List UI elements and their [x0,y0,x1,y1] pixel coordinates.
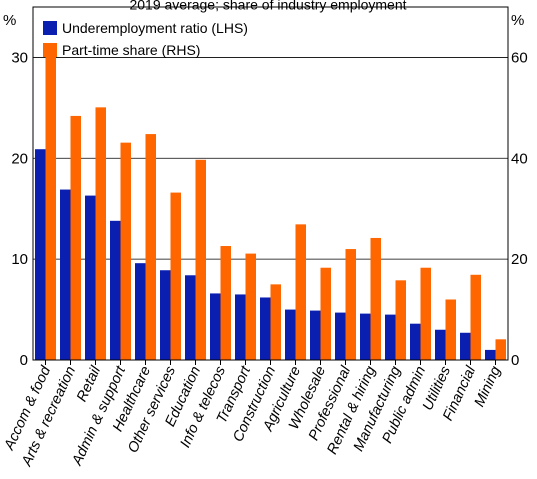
bar-part-time-13 [370,237,381,360]
bar-underemployment-18 [485,349,496,360]
bar-part-time-4 [145,134,156,360]
right-tick-label: 20 [511,251,528,268]
bar-underemployment-16 [435,329,446,360]
bar-underemployment-11 [310,310,321,360]
bar-part-time-9 [270,284,281,360]
bar-part-time-1 [70,115,81,361]
left-tick-label: 0 [20,352,28,369]
bar-part-time-18 [495,339,506,360]
bar-underemployment-4 [135,263,146,360]
bar-underemployment-14 [385,314,396,360]
left-tick-label: 10 [11,251,28,268]
bar-part-time-10 [295,224,306,360]
bar-underemployment-15 [410,323,421,360]
bar-part-time-5 [170,192,181,360]
bar-underemployment-7 [210,293,221,360]
right-tick-label: 40 [511,150,528,167]
legend-swatch-part-time [43,43,57,57]
bar-underemployment-2 [85,195,96,360]
bar-underemployment-3 [110,220,121,360]
legend-label-part-time: Part-time share (RHS) [62,42,200,58]
y-tick-labels: 0 10 20 30 0 20 40 60 [11,49,527,369]
bar-part-time-7 [220,246,231,360]
bar-part-time-8 [245,253,256,360]
bar-underemployment-10 [285,309,296,360]
bar-part-time-12 [345,249,356,360]
left-axis-unit: % [3,12,16,29]
legend-swatch-underemployment [43,21,57,35]
bar-underemployment-9 [260,297,271,360]
left-tick-label: 30 [11,49,28,66]
bar-underemployment-12 [335,312,346,360]
bar-part-time-14 [395,280,406,360]
right-axis-unit: % [511,12,524,29]
right-tick-label: 60 [511,49,528,66]
bar-part-time-6 [195,159,206,360]
bar-part-time-3 [120,142,131,360]
bar-underemployment-13 [360,313,371,360]
bar-part-time-11 [320,267,331,360]
bar-part-time-2 [95,107,106,360]
chart-subtitle: 2019 average; share of industry employme… [129,0,406,12]
right-tick-label: 0 [511,352,519,369]
bar-part-time-0 [45,52,56,360]
bar-part-time-15 [420,267,431,360]
bar-part-time-17 [470,274,481,360]
bar-underemployment-5 [160,270,171,360]
bar-part-time-16 [445,299,456,360]
bar-underemployment-17 [460,332,471,360]
bars [35,52,506,361]
left-tick-label: 20 [11,150,28,167]
legend: Underemployment ratio (LHS) Part-time sh… [43,20,248,58]
bar-underemployment-0 [35,149,46,360]
plot-frame [32,6,509,365]
bar-underemployment-8 [235,294,246,360]
bar-underemployment-1 [60,189,71,360]
legend-label-underemployment: Underemployment ratio (LHS) [62,20,248,36]
bar-underemployment-6 [185,275,196,360]
